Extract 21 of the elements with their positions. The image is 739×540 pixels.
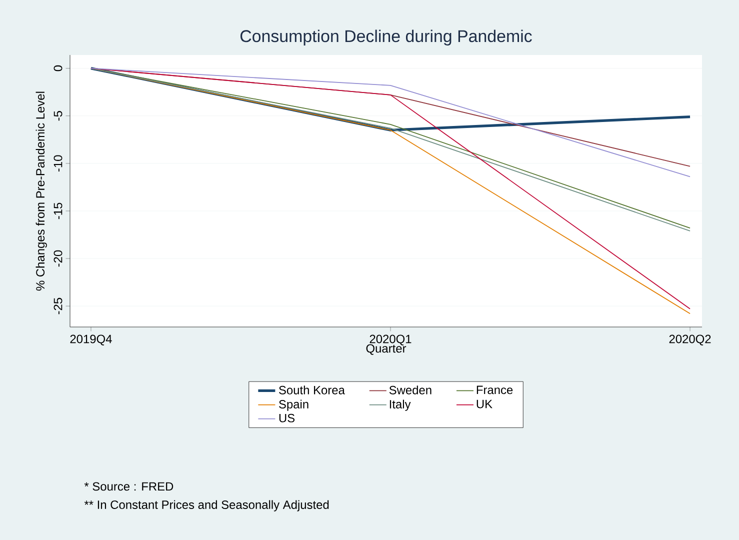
legend-label: South Korea (279, 386, 345, 394)
y-tick-label: -20 (54, 250, 62, 267)
legend-label: Sweden (389, 386, 432, 394)
x-axis-title: Quarter (366, 344, 406, 355)
text: * Source : FRED (84, 482, 174, 491)
y-tick-label: -10 (54, 155, 62, 172)
legend-label: France (476, 386, 513, 394)
legend-label: US (279, 414, 295, 422)
y-tick-label: -5 (54, 111, 62, 121)
y-tick-label: -15 (54, 202, 62, 220)
legend-label: Spain (279, 400, 308, 411)
x-tick-label: 2019Q4 (70, 334, 112, 346)
chart-title: Consumption Decline during Pandemic (240, 30, 532, 46)
x-tick-label: 2020Q1 (370, 334, 412, 346)
y-tick-label: -25 (54, 298, 62, 314)
text: ** In Constant Prices and Seasonally Adjusted (84, 500, 329, 512)
y-tick-label: 0 (54, 65, 62, 72)
x-tick-label: 2020Q2 (669, 334, 711, 346)
y-axis-title: % Changes from Pre-Pandemic Level (36, 92, 47, 291)
legend-label: UK (476, 400, 492, 408)
legend-label: Italy (390, 400, 411, 411)
